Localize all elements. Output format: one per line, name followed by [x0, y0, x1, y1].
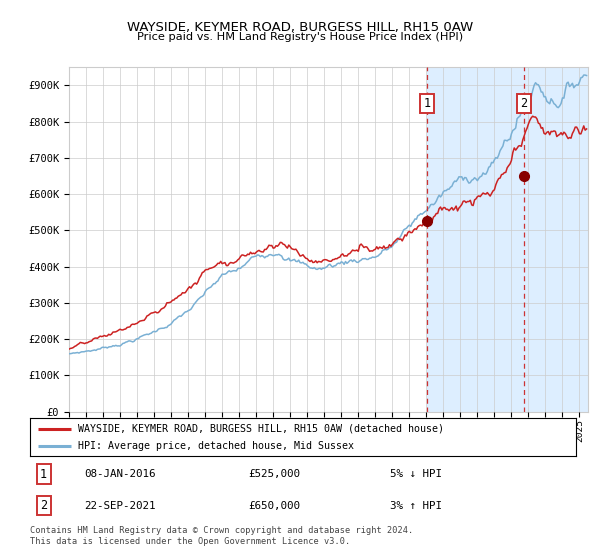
Text: 2: 2: [520, 97, 527, 110]
Text: 1: 1: [423, 97, 430, 110]
Text: 5% ↓ HPI: 5% ↓ HPI: [391, 469, 442, 479]
Text: £525,000: £525,000: [248, 469, 301, 479]
Text: WAYSIDE, KEYMER ROAD, BURGESS HILL, RH15 0AW: WAYSIDE, KEYMER ROAD, BURGESS HILL, RH15…: [127, 21, 473, 34]
Text: £650,000: £650,000: [248, 501, 301, 511]
Text: 2: 2: [40, 499, 47, 512]
Text: HPI: Average price, detached house, Mid Sussex: HPI: Average price, detached house, Mid …: [78, 441, 354, 451]
Text: 22-SEP-2021: 22-SEP-2021: [85, 501, 156, 511]
Bar: [427, 67, 600, 412]
Text: Contains HM Land Registry data © Crown copyright and database right 2024.
This d: Contains HM Land Registry data © Crown c…: [30, 526, 413, 546]
Text: 08-JAN-2016: 08-JAN-2016: [85, 469, 156, 479]
Text: WAYSIDE, KEYMER ROAD, BURGESS HILL, RH15 0AW (detached house): WAYSIDE, KEYMER ROAD, BURGESS HILL, RH15…: [78, 423, 444, 433]
Text: 1: 1: [40, 468, 47, 480]
Text: 3% ↑ HPI: 3% ↑ HPI: [391, 501, 442, 511]
Text: Price paid vs. HM Land Registry's House Price Index (HPI): Price paid vs. HM Land Registry's House …: [137, 32, 463, 43]
